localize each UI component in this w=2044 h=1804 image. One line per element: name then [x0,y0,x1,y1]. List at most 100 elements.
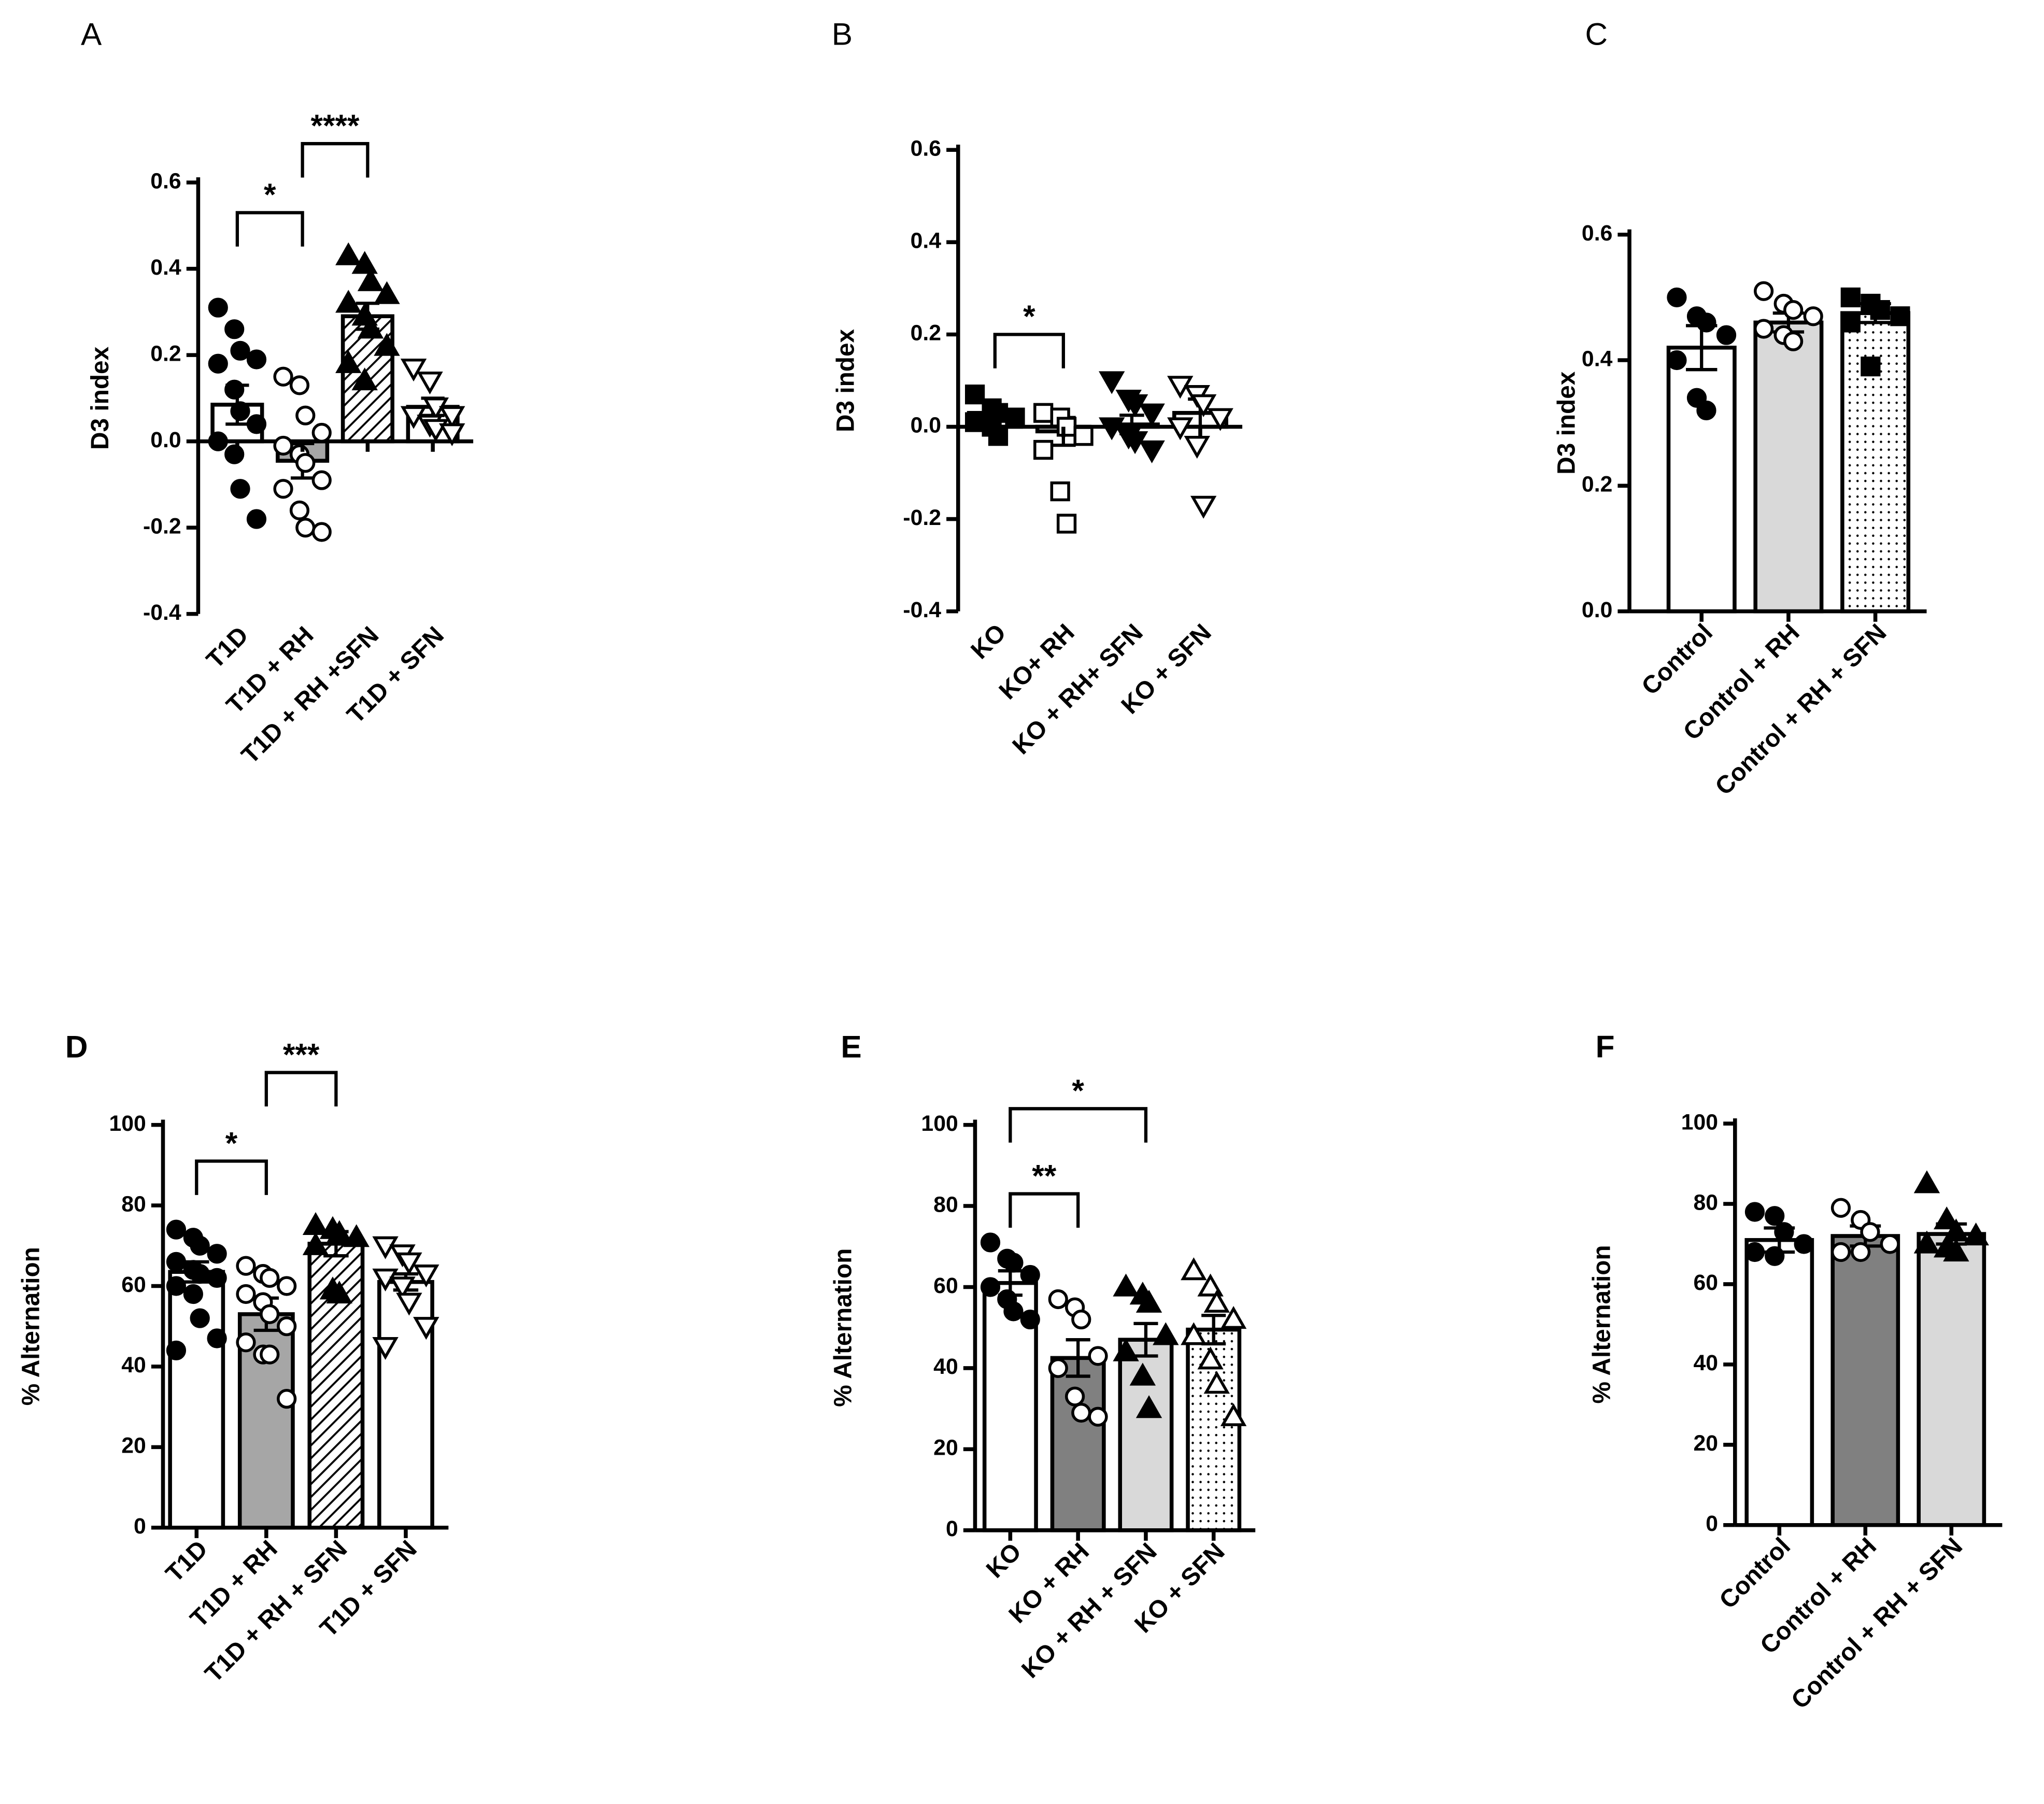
point [1071,1402,1091,1423]
panel: F % Alternation 100 80 60 40 20 0ControlControl… [1588,1029,2003,1714]
point [1667,287,1687,307]
point [964,385,985,405]
point [166,1252,187,1272]
panel-label: A [81,16,102,51]
point [335,290,362,313]
point [1913,1230,1940,1254]
point [1830,1242,1851,1262]
point [1139,440,1165,463]
significance-bracket [195,1159,268,1195]
point [1667,350,1687,371]
y-tick-label: 20 [933,1436,958,1460]
y-tick-label: 80 [1694,1190,1719,1215]
point [1113,1338,1139,1361]
point [1696,312,1716,333]
significance-label: ** [1032,1158,1056,1193]
point [372,1337,399,1360]
point [1754,281,1774,301]
point [190,1264,210,1284]
panel-label: E [841,1029,861,1064]
point [246,349,267,370]
point [335,350,362,373]
point [1048,1289,1068,1310]
point [1783,331,1804,351]
bar [1753,320,1824,614]
point [1071,1309,1091,1330]
point [1861,357,1881,377]
point [396,1292,422,1316]
y-tick-label: 20 [1694,1431,1719,1456]
point [311,522,332,542]
point [1033,403,1054,423]
y-tick-label: 60 [121,1272,146,1297]
point [351,367,378,391]
point [1190,495,1217,519]
y-tick-label: -0.4 [903,598,941,622]
panel-label: D [65,1029,88,1064]
y-tick-label: 0.6 [150,168,181,193]
error-bar [1066,1338,1090,1378]
point [260,1344,280,1365]
point [439,406,465,429]
bar [1118,1338,1174,1532]
point [166,1340,187,1360]
bar [1830,1234,1900,1527]
point [1207,408,1233,431]
point [400,359,427,382]
point [1167,417,1194,441]
point [230,479,250,499]
point [1135,1289,1162,1313]
point [260,1268,280,1288]
point [208,431,228,451]
point [295,405,316,425]
point [236,1332,256,1353]
significance-label: * [264,177,276,212]
point [413,1265,439,1288]
point [190,1235,210,1256]
point [1860,1222,1880,1242]
point [260,1304,280,1324]
point [236,1256,256,1276]
significance-bracket [993,333,1066,368]
point [1003,1301,1024,1322]
point [246,414,267,434]
point [1197,1273,1224,1297]
point [295,453,316,473]
point [1020,1309,1040,1330]
point [1716,325,1737,345]
point [311,470,332,490]
y-tick-label: 0 [946,1516,958,1541]
bar [1050,1356,1106,1532]
point [277,1316,297,1337]
point [1943,1238,1969,1262]
point [1003,1253,1024,1273]
y-tick-label: 0.4 [911,229,942,253]
point [372,1236,399,1259]
point [335,242,362,265]
point [343,1224,370,1247]
y-tick-label: -0.2 [143,514,181,538]
point [1963,1222,1989,1246]
y-tick-label: 100 [1681,1110,1718,1134]
y-tick-label: 0.2 [1582,472,1612,497]
point [1840,287,1861,307]
point [1129,1362,1156,1386]
y-tick-label: 60 [1694,1270,1719,1295]
y-tick-label: 40 [121,1353,146,1377]
panel-label: C [1585,16,1608,51]
point [1830,1198,1851,1218]
point [964,412,985,432]
y-axis-label: D3 index [832,329,860,432]
point [207,1268,227,1288]
y-axis-label: % Alternation [1588,1245,1615,1403]
point [1220,1403,1247,1426]
point [1696,400,1716,421]
point [1190,394,1217,417]
point [980,1232,1001,1253]
error-bar [1133,1322,1158,1358]
y-tick-label: 0.4 [1582,346,1613,371]
point [1056,417,1077,437]
significance-bracket [1009,1107,1148,1143]
